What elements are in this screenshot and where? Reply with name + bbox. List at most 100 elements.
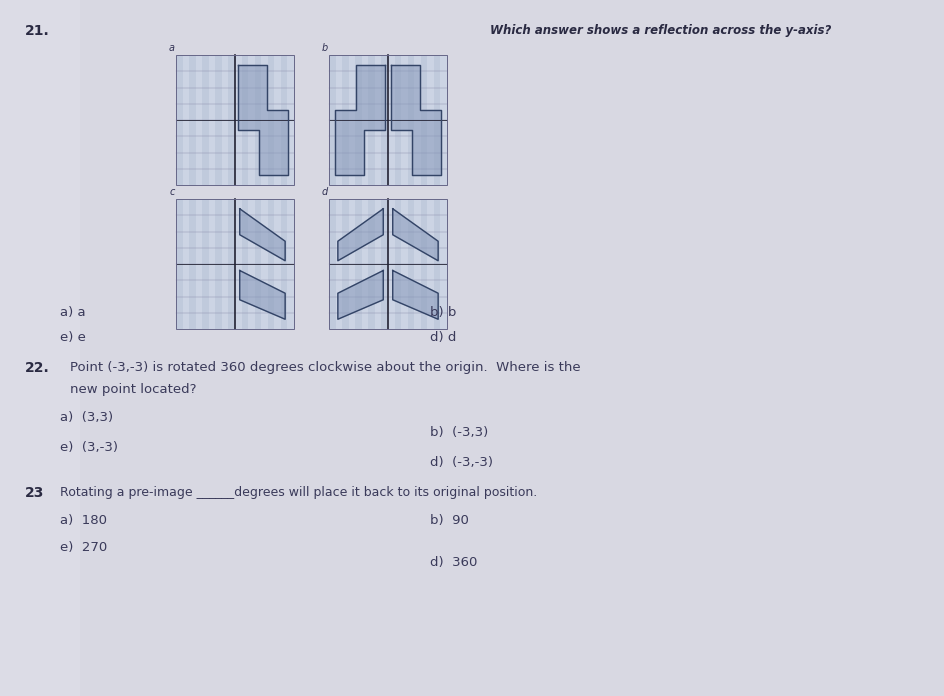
Text: d) d: d) d <box>430 331 456 344</box>
Text: a)  180: a) 180 <box>59 514 107 527</box>
Bar <box>261 55 267 185</box>
Bar <box>222 55 228 185</box>
Bar <box>420 55 427 185</box>
Bar <box>348 199 355 329</box>
Polygon shape <box>334 65 384 175</box>
Bar <box>267 199 274 329</box>
Bar <box>342 55 348 185</box>
Bar <box>280 199 287 329</box>
Bar <box>287 55 294 185</box>
Bar <box>176 199 294 329</box>
Bar <box>267 55 274 185</box>
Bar <box>375 55 381 185</box>
Bar <box>427 55 433 185</box>
Text: a: a <box>169 43 175 53</box>
Text: Which answer shows a reflection across the y-axis?: Which answer shows a reflection across t… <box>490 24 831 37</box>
Bar <box>420 199 427 329</box>
Polygon shape <box>240 271 285 319</box>
Text: e)  270: e) 270 <box>59 541 107 554</box>
Polygon shape <box>393 209 438 261</box>
Bar <box>176 199 182 329</box>
Bar <box>329 199 447 329</box>
Text: Rotating a pre-image ______degrees will place it back to its original position.: Rotating a pre-image ______degrees will … <box>59 486 537 499</box>
Text: Point (-3,-3) is rotated 360 degrees clockwise about the origin.  Where is the: Point (-3,-3) is rotated 360 degrees clo… <box>70 361 580 374</box>
Polygon shape <box>338 271 383 319</box>
Bar <box>274 55 280 185</box>
Bar <box>395 199 400 329</box>
Text: a) a: a) a <box>59 306 86 319</box>
Bar <box>215 55 222 185</box>
Polygon shape <box>238 65 288 175</box>
Bar <box>433 55 440 185</box>
Text: d: d <box>322 187 328 197</box>
Bar <box>176 55 294 185</box>
Bar <box>395 55 400 185</box>
Bar <box>209 199 215 329</box>
Bar <box>235 199 242 329</box>
Bar <box>362 199 368 329</box>
Text: 23: 23 <box>25 486 44 500</box>
Bar <box>427 199 433 329</box>
Bar <box>329 55 447 185</box>
Bar <box>348 55 355 185</box>
Text: new point located?: new point located? <box>70 383 196 396</box>
Bar <box>228 55 235 185</box>
Polygon shape <box>391 65 441 175</box>
Bar <box>381 55 388 185</box>
Bar <box>362 55 368 185</box>
Bar <box>355 199 362 329</box>
Bar <box>202 199 209 329</box>
Bar <box>329 199 335 329</box>
Bar <box>215 199 222 329</box>
Bar <box>242 55 248 185</box>
Bar <box>189 199 195 329</box>
Bar <box>368 55 375 185</box>
Bar <box>433 199 440 329</box>
Bar <box>254 199 261 329</box>
Bar <box>440 199 447 329</box>
Text: a)  (3,3): a) (3,3) <box>59 411 113 424</box>
Bar <box>182 199 189 329</box>
Bar <box>182 55 189 185</box>
Bar <box>222 199 228 329</box>
Text: c: c <box>169 187 175 197</box>
Text: 22.: 22. <box>25 361 50 375</box>
Text: b) b: b) b <box>430 306 456 319</box>
Bar <box>440 55 447 185</box>
Bar <box>280 55 287 185</box>
Bar <box>407 55 413 185</box>
Bar <box>261 199 267 329</box>
Bar <box>248 199 254 329</box>
Bar <box>407 199 413 329</box>
Text: b)  90: b) 90 <box>430 514 468 527</box>
Text: e) e: e) e <box>59 331 86 344</box>
Polygon shape <box>240 209 285 261</box>
Bar <box>342 199 348 329</box>
Bar <box>235 55 242 185</box>
Bar <box>287 199 294 329</box>
Bar <box>248 55 254 185</box>
Bar <box>335 55 342 185</box>
Bar <box>195 55 202 185</box>
Bar <box>381 199 388 329</box>
Bar <box>176 55 182 185</box>
Bar <box>195 199 202 329</box>
Polygon shape <box>393 271 438 319</box>
Bar <box>329 55 335 185</box>
Bar <box>274 199 280 329</box>
Bar <box>368 199 375 329</box>
Bar <box>202 55 209 185</box>
Bar <box>355 55 362 185</box>
Bar <box>254 55 261 185</box>
Bar <box>388 199 395 329</box>
Bar <box>375 199 381 329</box>
Text: d)  (-3,-3): d) (-3,-3) <box>430 456 493 469</box>
Bar <box>242 199 248 329</box>
Text: b: b <box>322 43 328 53</box>
Polygon shape <box>338 209 383 261</box>
Bar <box>189 55 195 185</box>
Bar <box>388 55 395 185</box>
Text: 21.: 21. <box>25 24 50 38</box>
Bar <box>335 199 342 329</box>
Bar <box>209 55 215 185</box>
